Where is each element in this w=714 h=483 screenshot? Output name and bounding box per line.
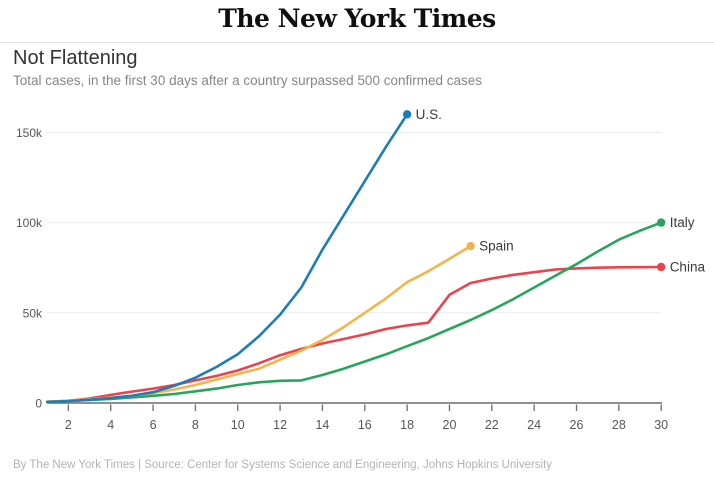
x-tick-label: 12 xyxy=(273,418,287,432)
series-label-us: U.S. xyxy=(416,107,442,122)
line-china xyxy=(45,265,663,404)
x-tick-label: 16 xyxy=(358,418,372,432)
x-tick-label: 30 xyxy=(654,418,668,432)
chart-title: Not Flattening xyxy=(13,47,138,69)
endpoint-dot-spain xyxy=(466,241,475,251)
x-tick-label: 8 xyxy=(192,418,199,432)
x-tick-label: 14 xyxy=(315,418,329,432)
x-tick-label: 26 xyxy=(570,418,584,432)
endpoint-dot-us xyxy=(402,110,412,119)
nyt-masthead-logo: The New York Times xyxy=(218,4,496,33)
endpoint-dot-china xyxy=(656,262,666,272)
x-tick-label: 2 xyxy=(65,418,72,432)
chart-subtitle: Total cases, in the first 30 days after … xyxy=(13,73,482,88)
masthead-divider-rule xyxy=(0,42,714,43)
line-us xyxy=(45,113,409,404)
y-tick-label: 100k xyxy=(16,216,43,230)
x-tick-label: 24 xyxy=(527,418,541,432)
y-tick-label: 150k xyxy=(16,126,43,140)
x-tick-label: 6 xyxy=(150,418,157,432)
series-label-china: China xyxy=(670,259,706,274)
x-tick-label: 4 xyxy=(107,418,114,432)
x-tick-label: 10 xyxy=(231,418,245,432)
endpoint-dot-italy xyxy=(656,218,666,227)
line-italy xyxy=(45,221,663,404)
series-label-spain: Spain xyxy=(479,239,514,254)
source-credit: By The New York Times | Source: Center f… xyxy=(13,459,553,471)
x-tick-label: 28 xyxy=(612,418,626,432)
line-spain xyxy=(45,244,472,404)
x-tick-label: 20 xyxy=(443,418,457,432)
series-label-italy: Italy xyxy=(670,215,695,230)
y-tick-label: 0 xyxy=(35,397,42,411)
x-tick-label: 18 xyxy=(400,418,414,432)
y-tick-label: 50k xyxy=(23,306,43,320)
x-tick-label: 22 xyxy=(485,418,499,432)
